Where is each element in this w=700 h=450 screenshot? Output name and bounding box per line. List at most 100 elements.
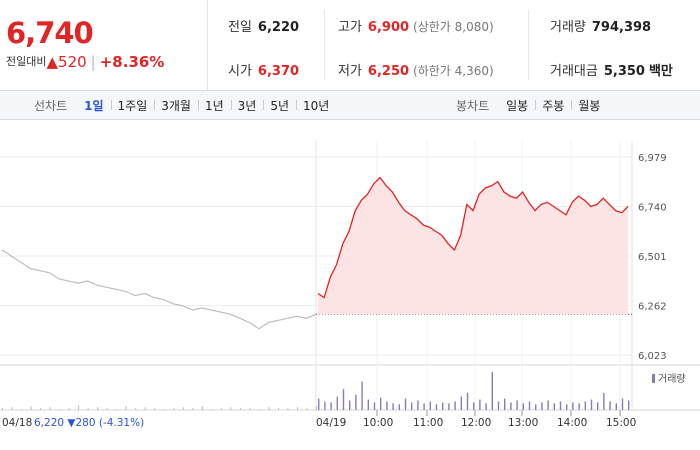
volume-bar bbox=[454, 401, 456, 410]
volume-bar bbox=[535, 404, 537, 410]
tab-1w[interactable]: 1주일 bbox=[110, 97, 155, 114]
volume-bar bbox=[597, 402, 599, 410]
volume-value: 794,398 bbox=[591, 20, 652, 35]
tab-1y[interactable]: 1년 bbox=[197, 97, 231, 114]
prev-day-summary: 6,220 ▼280 (-4.31%) bbox=[34, 417, 144, 429]
volume-bar bbox=[411, 402, 413, 410]
y-tick-label: 6,501 bbox=[638, 252, 667, 263]
high-label: 고가 bbox=[338, 20, 362, 35]
column-divider bbox=[528, 10, 529, 80]
tab-monthly-candle[interactable]: 월봉 bbox=[571, 97, 607, 114]
volume-bar bbox=[373, 402, 376, 410]
volume-bar bbox=[423, 403, 425, 410]
volume-bar bbox=[448, 403, 450, 410]
tab-weekly-candle[interactable]: 주봉 bbox=[535, 97, 571, 114]
volume-bar bbox=[528, 401, 531, 410]
volume-bar bbox=[182, 407, 184, 410]
volume-bar bbox=[330, 402, 332, 410]
y-tick-label: 6,023 bbox=[638, 351, 667, 362]
volume-bar bbox=[277, 408, 279, 410]
volume-bar bbox=[609, 401, 611, 410]
volume-bar bbox=[342, 389, 345, 410]
y-tick-label: 6,740 bbox=[638, 203, 667, 214]
amount-unit: 백만 bbox=[648, 64, 673, 79]
volume-bar bbox=[49, 407, 51, 410]
x-tick-label: 10:00 bbox=[363, 417, 393, 429]
volume-bar bbox=[192, 408, 194, 410]
x-tick-label: 11:00 bbox=[413, 417, 443, 429]
candle-chart-tabs: 봉차트 일봉 주봉 월봉 bbox=[456, 91, 607, 119]
volume-bar bbox=[417, 400, 419, 410]
open-price: 시가 6,370 bbox=[228, 60, 299, 79]
volume-bar bbox=[367, 399, 369, 410]
volume-bar bbox=[230, 407, 232, 410]
candle-chart-label: 봉차트 bbox=[456, 98, 490, 113]
prev-close-label: 전일 bbox=[228, 20, 252, 35]
y-tick-label: 6,262 bbox=[638, 302, 667, 313]
lower-limit: (하한가 4,360) bbox=[413, 64, 494, 78]
upper-limit: (상한가 8,080) bbox=[413, 20, 494, 34]
volume-bar bbox=[628, 400, 630, 410]
divider: | bbox=[90, 53, 96, 71]
volume-bar bbox=[87, 408, 89, 410]
chart-tab-bar: 선차트 1일 1주일 3개월 1년 3년 5년 10년 봉차트 일봉 주봉 월봉 bbox=[0, 90, 700, 120]
tab-3m[interactable]: 3개월 bbox=[154, 97, 198, 114]
prev-close: 전일 6,220 bbox=[228, 16, 299, 35]
prev-day-price-line bbox=[1, 249, 317, 330]
volume-bar bbox=[380, 397, 382, 410]
prev-date-label: 04/18 bbox=[2, 417, 32, 429]
volume-bar bbox=[516, 400, 518, 410]
volume-bar bbox=[361, 381, 363, 410]
volume-bar bbox=[349, 400, 351, 410]
volume-bar bbox=[211, 409, 213, 410]
tab-daily-candle[interactable]: 일봉 bbox=[506, 98, 529, 113]
volume-bar bbox=[479, 399, 481, 410]
volume-bar bbox=[163, 409, 165, 410]
prev-close-value: 6,220 bbox=[257, 20, 300, 35]
change-label: 전일대비 bbox=[6, 55, 47, 68]
volume-label: 거래량 bbox=[550, 20, 586, 35]
volume-bar bbox=[306, 408, 308, 410]
volume-bar bbox=[336, 396, 338, 410]
amount-label: 거래대금 bbox=[550, 64, 598, 79]
volume-bar bbox=[78, 405, 80, 410]
volume-bar bbox=[220, 408, 222, 410]
volume-bar bbox=[392, 403, 394, 410]
y-tick-label: 6,979 bbox=[638, 153, 667, 164]
volume-bar bbox=[510, 402, 512, 410]
volume-bar bbox=[249, 408, 251, 410]
volume-bar bbox=[497, 401, 500, 410]
volume-bar bbox=[386, 401, 388, 410]
tab-5y[interactable]: 5년 bbox=[263, 97, 296, 114]
tab-1d[interactable]: 1일 bbox=[84, 98, 104, 113]
change-value: 520 bbox=[58, 53, 87, 71]
volume-bar bbox=[398, 404, 400, 410]
amount-stat: 거래대금 5,350 백만 bbox=[550, 60, 673, 79]
line-chart-label: 선차트 bbox=[34, 98, 68, 113]
volume-bar bbox=[97, 407, 99, 410]
volume-bar bbox=[541, 402, 543, 410]
volume-bar bbox=[442, 402, 444, 410]
volume-bar bbox=[125, 406, 127, 410]
up-arrow-icon: ▲ bbox=[46, 53, 59, 71]
volume-bar bbox=[491, 372, 493, 410]
column-divider bbox=[324, 10, 325, 80]
volume-bar bbox=[287, 408, 289, 410]
volume-bar bbox=[473, 402, 475, 410]
volume-bar bbox=[2, 408, 3, 410]
tab-10y[interactable]: 10년 bbox=[296, 97, 336, 114]
volume-bar bbox=[239, 408, 241, 410]
today-price-line bbox=[317, 176, 629, 299]
volume-bar bbox=[324, 401, 326, 410]
tab-3y[interactable]: 3년 bbox=[230, 97, 264, 114]
volume-bar bbox=[566, 404, 568, 410]
volume-bar bbox=[429, 401, 431, 410]
x-tick-label: 12:00 bbox=[461, 417, 491, 429]
volume-bar bbox=[21, 409, 23, 410]
volume-legend-label: 거래량 bbox=[658, 373, 686, 385]
volume-bar bbox=[258, 409, 260, 410]
volume-bar bbox=[584, 401, 586, 410]
volume-bar bbox=[296, 407, 298, 410]
volume-bar bbox=[466, 392, 469, 410]
